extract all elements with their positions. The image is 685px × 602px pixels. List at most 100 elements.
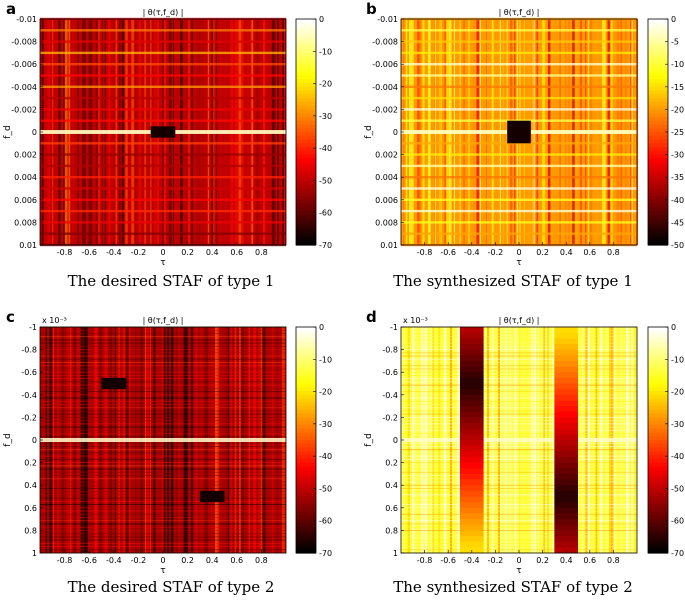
heatmap-row bbox=[40, 142, 286, 145]
y-tick-label: 1 bbox=[32, 549, 37, 558]
colorbar-cell bbox=[648, 511, 668, 516]
heatmap-row bbox=[40, 85, 286, 88]
colorbar-cell bbox=[648, 37, 668, 43]
colorbar-cell bbox=[296, 488, 316, 494]
caption-a: The desired STAF of type 1 bbox=[67, 272, 275, 290]
colorbar-cell bbox=[648, 470, 668, 475]
colorbar-cell bbox=[648, 49, 668, 54]
dark-column-segment bbox=[460, 451, 484, 458]
heatmap-row bbox=[401, 420, 637, 422]
colorbar-cell bbox=[296, 470, 316, 475]
colorbar-cell bbox=[296, 109, 316, 114]
dark-column-segment bbox=[460, 513, 484, 520]
colorbar-cell bbox=[296, 424, 316, 430]
colorbar-cell bbox=[296, 549, 316, 554]
colorbar-cell bbox=[648, 330, 668, 336]
colorbar-cell bbox=[296, 34, 316, 39]
heatmap-row bbox=[401, 198, 637, 201]
colorbar-cell bbox=[648, 500, 668, 505]
colorbar-frame bbox=[295, 18, 317, 246]
colorbar-tick-label: -70 bbox=[319, 241, 332, 250]
colorbar-cell bbox=[648, 132, 668, 137]
heatmap-row bbox=[401, 365, 637, 367]
heatmap-row bbox=[401, 329, 637, 331]
colorbar-cell bbox=[648, 26, 668, 31]
colorbar-cell bbox=[648, 383, 668, 388]
y-exponent-label: x 10⁻³ bbox=[42, 316, 67, 325]
colorbar-cell bbox=[648, 222, 668, 227]
colorbar-cell bbox=[296, 79, 316, 84]
y-tick-label: -0.008 bbox=[11, 38, 37, 47]
colorbar-cell bbox=[648, 177, 668, 182]
heatmap-row bbox=[40, 458, 286, 460]
colorbar-tick-label: -20 bbox=[319, 388, 332, 397]
dark-column-segment bbox=[554, 536, 578, 543]
dark-column-segment bbox=[460, 468, 484, 475]
heatmap-row bbox=[40, 29, 286, 32]
heatmap-row bbox=[40, 487, 286, 489]
colorbar-cell bbox=[296, 421, 316, 426]
panel-b: -0.8 -0.6 -0.4 -0.2 0 0.2 0.4 0.6 0.8 -0.01 -0.008… bbox=[364, 0, 684, 268]
colorbar-cell bbox=[648, 357, 668, 362]
heatmap-row bbox=[401, 381, 637, 383]
dark-column-segment bbox=[554, 468, 578, 475]
heatmap-row bbox=[401, 374, 637, 376]
colorbar-cell bbox=[648, 113, 668, 118]
heatmap-row bbox=[40, 536, 286, 538]
heatmap-row bbox=[401, 494, 637, 496]
colorbar-cell bbox=[648, 387, 668, 392]
heatmap-row bbox=[401, 40, 637, 43]
colorbar-cell bbox=[296, 173, 316, 178]
heatmap-row bbox=[40, 362, 286, 363]
colorbar-cell bbox=[648, 507, 668, 513]
y-axis-label: f_d bbox=[3, 433, 13, 446]
colorbar-cell bbox=[648, 545, 668, 550]
colorbar-cell bbox=[296, 158, 316, 163]
colorbar-cell bbox=[296, 394, 316, 400]
colorbar-cell bbox=[648, 60, 668, 65]
colorbar-cell bbox=[296, 177, 316, 182]
heatmap-row bbox=[401, 536, 637, 538]
colorbar-cell bbox=[296, 64, 316, 69]
heatmap-row bbox=[40, 500, 286, 502]
dark-column-segment bbox=[460, 502, 484, 509]
dark-column-segment bbox=[554, 406, 578, 413]
heatmap-row bbox=[401, 339, 637, 341]
heatmap-row bbox=[401, 96, 637, 100]
heatmap-row bbox=[401, 108, 637, 111]
colorbar-cell bbox=[296, 330, 316, 336]
heatmap-row bbox=[40, 423, 286, 425]
x-tick-label: 0 bbox=[516, 556, 521, 565]
heatmap-row bbox=[401, 436, 637, 438]
colorbar-cell bbox=[648, 447, 668, 452]
colorbar-tick-label: -50 bbox=[671, 241, 684, 250]
heatmap-row bbox=[401, 387, 637, 389]
colorbar-tick-label: -45 bbox=[671, 218, 684, 227]
y-tick-label: -0.6 bbox=[21, 368, 37, 377]
dark-column-segment bbox=[554, 507, 578, 514]
colorbar-cell bbox=[648, 150, 668, 156]
dark-column-segment bbox=[554, 343, 578, 351]
heatmap-row bbox=[401, 471, 637, 473]
dark-column-segment bbox=[554, 473, 578, 481]
heatmap-row bbox=[401, 523, 637, 525]
dark-column-segment bbox=[554, 513, 578, 520]
colorbar-cell bbox=[648, 473, 668, 479]
colorbar-cell bbox=[296, 45, 316, 50]
x-tick-label: -0.6 bbox=[81, 556, 97, 565]
heatmap-row bbox=[401, 517, 637, 518]
colorbar-cell bbox=[296, 143, 316, 148]
colorbar-cell bbox=[296, 387, 316, 392]
heatmap-row bbox=[401, 345, 637, 347]
heatmap-row bbox=[40, 404, 286, 405]
heatmap-row bbox=[40, 407, 286, 409]
heatmap-row bbox=[40, 542, 286, 544]
y-tick-label: 0.4 bbox=[24, 481, 37, 490]
heatmap-row bbox=[40, 517, 286, 518]
colorbar-cell bbox=[648, 226, 668, 231]
colorbar-cell bbox=[296, 413, 316, 418]
x-axis-label: τ bbox=[160, 258, 165, 268]
dark-block bbox=[507, 120, 531, 144]
colorbar-tick-label: -5 bbox=[671, 38, 679, 47]
dark-column-segment bbox=[460, 462, 484, 469]
